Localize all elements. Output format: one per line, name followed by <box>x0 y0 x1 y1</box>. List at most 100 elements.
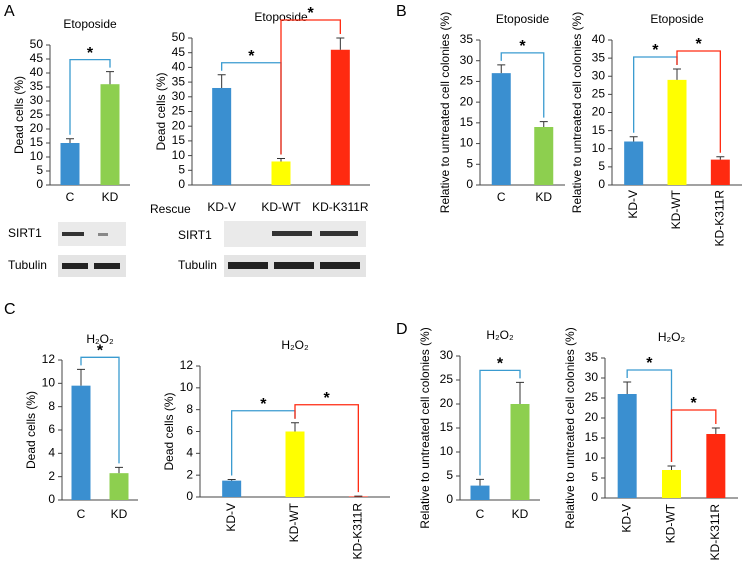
y-tick-label: 45 <box>30 51 44 65</box>
x-tick-label: KD <box>111 507 128 521</box>
significance-bracket <box>676 50 721 153</box>
y-tick-label: 5 <box>178 162 185 176</box>
y-tick-label: 10 <box>172 148 186 162</box>
bar <box>212 87 232 185</box>
y-axis-label: Dead cells (%) <box>24 391 38 469</box>
error-bar <box>277 158 285 162</box>
y-tick-label: 30 <box>30 93 44 107</box>
error-bar <box>77 368 85 386</box>
blot-band <box>272 231 312 236</box>
error-bar <box>227 479 236 481</box>
y-tick-label: 30 <box>172 89 186 103</box>
error-bar <box>539 121 548 127</box>
y-tick-label: 5 <box>591 470 598 484</box>
significance-star: * <box>691 395 698 412</box>
y-tick-label: 20 <box>585 410 599 424</box>
x-tick-label: KD-WT <box>669 189 683 229</box>
significance-star: * <box>497 356 504 373</box>
y-axis-label: Dead cells (%) <box>12 76 26 154</box>
y-tick-label: 25 <box>172 104 186 118</box>
blot-band <box>274 262 314 269</box>
panel-label: D <box>396 321 408 338</box>
bar <box>285 431 305 497</box>
bar <box>71 385 91 500</box>
x-tick-label: KD-V <box>619 504 633 533</box>
bar <box>222 480 242 497</box>
panel-label: B <box>396 3 407 20</box>
y-tick-label: 10 <box>30 149 44 163</box>
error-bar <box>516 381 524 404</box>
bar <box>617 394 637 498</box>
y-axis-label: Relative to untreated cell colonies (%) <box>418 327 432 528</box>
y-tick-label: 5 <box>36 163 43 177</box>
y-tick-label: 30 <box>460 53 474 67</box>
x-tick-label: KD-V <box>224 503 238 532</box>
y-tick-label: 15 <box>440 420 454 434</box>
error-bar <box>711 427 720 434</box>
significance-star: * <box>308 5 315 22</box>
y-tick-label: 4 <box>186 446 193 460</box>
significance-bracket <box>670 409 717 462</box>
x-tick-label: C <box>66 190 75 204</box>
x-tick-label: KD-V <box>207 200 236 214</box>
y-tick-label: 12 <box>180 358 194 372</box>
y-tick-label: 35 <box>592 50 606 64</box>
bar <box>100 84 120 185</box>
x-tick-label: KD-WT <box>287 502 301 542</box>
blot-band <box>320 262 360 269</box>
blot-label: Rescue <box>150 202 191 216</box>
y-tick-label: 10 <box>460 136 474 150</box>
significance-star: * <box>652 42 659 59</box>
error-bar <box>66 138 74 143</box>
x-tick-label: KD <box>512 507 529 521</box>
y-tick-label: 40 <box>592 32 606 46</box>
y-tick-label: 35 <box>585 350 599 364</box>
y-tick-label: 0 <box>178 177 185 191</box>
blot-band <box>94 263 120 269</box>
chart-title: Etoposide <box>496 12 550 26</box>
significance-star: * <box>519 38 526 55</box>
x-tick-label: KD-WT <box>664 503 678 543</box>
blot-band <box>62 263 88 269</box>
bar <box>271 161 291 185</box>
y-tick-label: 20 <box>30 121 44 135</box>
y-tick-label: 8 <box>48 399 55 413</box>
blot-band <box>62 232 84 236</box>
bar <box>624 141 644 185</box>
x-tick-label: KD <box>102 190 119 204</box>
y-tick-label: 20 <box>592 105 606 119</box>
blot-band <box>98 233 108 236</box>
y-tick-label: 0 <box>591 490 598 504</box>
y-tick-label: 12 <box>42 352 56 366</box>
y-tick-label: 20 <box>460 94 474 108</box>
x-tick-label: KD-V <box>626 190 640 219</box>
chart-title: Etoposide <box>63 17 117 31</box>
error-bar <box>673 68 681 80</box>
chart-title: H₂O₂ <box>658 330 686 344</box>
bar <box>710 159 730 185</box>
y-tick-label: 0 <box>446 492 453 506</box>
y-tick-label: 50 <box>172 30 186 44</box>
x-tick-label: C <box>476 507 485 521</box>
bar <box>534 127 554 185</box>
chart-title: Etoposide <box>650 12 704 26</box>
x-tick-label: KD-K311R <box>713 190 727 247</box>
error-bar <box>623 381 632 394</box>
y-tick-label: 35 <box>30 79 44 93</box>
chart-title: Etoposide <box>254 10 308 24</box>
significance-bracket <box>69 58 111 135</box>
panel-label: A <box>4 3 15 20</box>
y-axis-label: Relative to untreated cell colonies (%) <box>563 327 577 528</box>
y-axis-label: Dead cells (%) <box>154 72 168 150</box>
bar <box>330 49 350 186</box>
bar <box>60 143 80 185</box>
y-tick-label: 10 <box>440 444 454 458</box>
y-tick-label: 2 <box>186 467 193 481</box>
y-tick-label: 6 <box>48 422 55 436</box>
y-tick-label: 25 <box>440 372 454 386</box>
x-tick-label: C <box>77 507 86 521</box>
y-tick-label: 15 <box>30 135 44 149</box>
y-axis-label: Dead cells (%) <box>162 392 176 470</box>
bar <box>470 485 490 500</box>
chart-title: H₂O₂ <box>281 338 309 352</box>
